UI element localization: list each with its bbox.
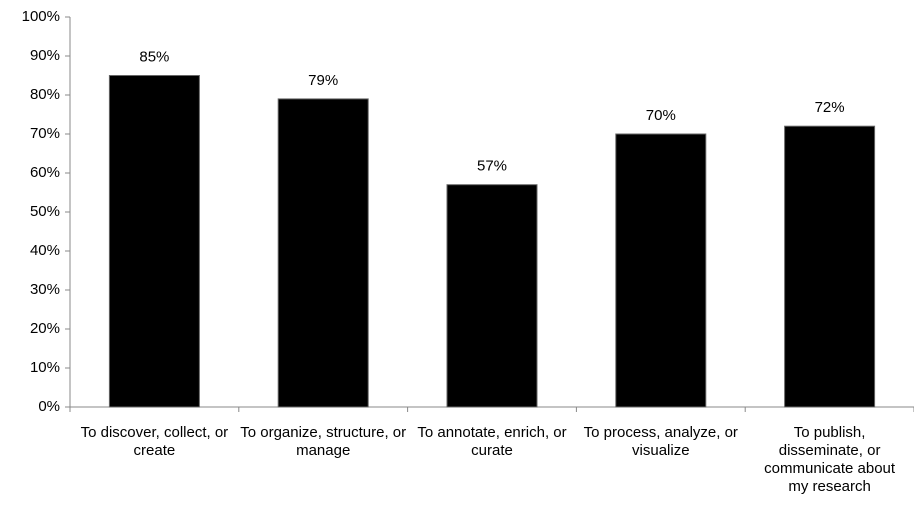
y-tick-label: 90% bbox=[30, 47, 60, 64]
y-tick-label: 10% bbox=[30, 359, 60, 376]
y-tick-label: 0% bbox=[38, 398, 60, 415]
x-tick-label: To organize, structure, or manage bbox=[240, 424, 407, 459]
x-tick-label: To discover, collect, or create bbox=[80, 424, 229, 459]
y-tick-label: 60% bbox=[30, 164, 60, 181]
value-label: 70% bbox=[646, 107, 676, 124]
bar bbox=[784, 125, 876, 408]
y-tick-label: 100% bbox=[22, 8, 60, 25]
x-tick-label: To process, analyze, or visualize bbox=[583, 424, 738, 459]
value-label: 79% bbox=[308, 72, 338, 89]
y-tick-label: 50% bbox=[30, 203, 60, 220]
y-tick-label: 80% bbox=[30, 86, 60, 103]
y-tick-label: 40% bbox=[30, 242, 60, 259]
y-tick-label: 70% bbox=[30, 125, 60, 142]
bar bbox=[446, 184, 538, 408]
y-tick-label: 20% bbox=[30, 320, 60, 337]
value-label: 72% bbox=[815, 99, 845, 116]
bar bbox=[277, 98, 369, 408]
value-label: 57% bbox=[477, 158, 507, 175]
x-tick-label: To publish, disseminate, or communicate … bbox=[764, 424, 896, 495]
bar bbox=[615, 133, 707, 408]
value-label: 85% bbox=[139, 48, 169, 65]
x-tick-label: To annotate, enrich, or curate bbox=[417, 424, 567, 459]
bar bbox=[108, 75, 200, 408]
y-tick-label: 30% bbox=[30, 281, 60, 298]
